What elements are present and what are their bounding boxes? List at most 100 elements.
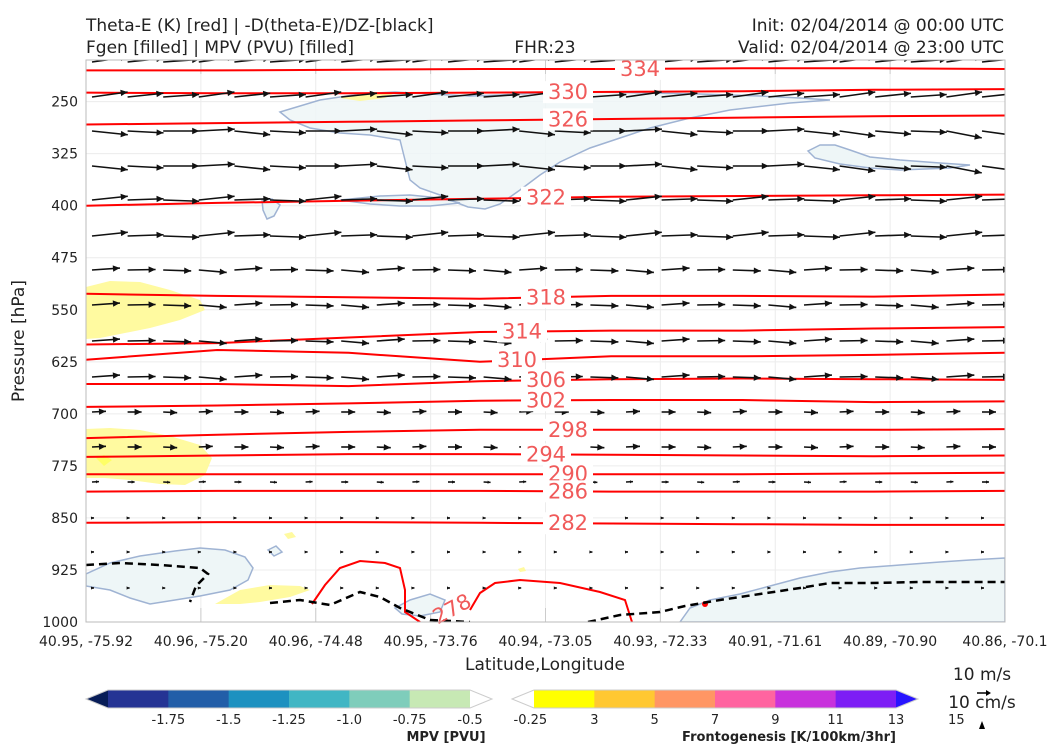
wind-vector-head [646, 268, 654, 276]
wind-vector-head [974, 168, 982, 175]
wind-vector-head [334, 127, 342, 135]
wind-vector-head [441, 129, 449, 136]
wind-vector-head [718, 337, 726, 344]
wind-vector-head [298, 197, 306, 205]
wind-vector-head [846, 408, 854, 415]
wind-vector-head [112, 336, 120, 343]
wind-vector-head [476, 60, 481, 63]
wind-vector-head [802, 516, 806, 520]
wind-vector-head [383, 444, 391, 451]
wind-vector-head [112, 265, 120, 272]
colorbar-tick-label: 15 [948, 713, 965, 728]
colorbar-swatch [168, 690, 230, 708]
contour-label-bg [492, 349, 542, 372]
wind-vector-head [255, 300, 263, 307]
wind-vector-head [953, 408, 961, 415]
colorbar-outline [84, 689, 494, 709]
wind-vector-head [989, 443, 996, 451]
wind-vector [981, 93, 1005, 98]
contour-label-322: 322 [526, 186, 566, 210]
wind-vector-head [348, 408, 356, 416]
wind-vector-head [120, 229, 128, 237]
wind-vector-head [660, 550, 664, 554]
wind-vector-head [440, 229, 449, 237]
wind-vector-head [654, 193, 662, 201]
wind-vector-head [843, 480, 847, 484]
colorbar-outline [510, 689, 920, 709]
wind-vector-head [433, 266, 441, 273]
wind-vector-head [156, 164, 164, 171]
wind-vector-head [824, 265, 832, 272]
wind-vector-head [477, 162, 484, 170]
wind-vector-head [304, 550, 308, 554]
wind-vector-head [156, 60, 161, 63]
wind-vector-head [411, 586, 415, 590]
wind-vector-head [411, 550, 415, 554]
wind-vector-head [553, 550, 557, 554]
wind-vector-head [789, 339, 797, 347]
wind-vector-head [832, 233, 840, 241]
wind-vector-head [731, 550, 735, 554]
wind-vector-head [753, 267, 761, 274]
wind-vector-head [654, 229, 662, 237]
wind-vector-head [334, 193, 342, 201]
wind-vector-head [512, 91, 520, 99]
wind-vector-head [90, 516, 94, 520]
wind-vector-head [348, 443, 356, 451]
mpv-colorbar: -1.75 -1.5 -1.25 -1.0 -0.75 -0.5 -0.25 [84, 689, 547, 728]
wind-vector [519, 60, 540, 63]
colorbar-extend-arrow [86, 690, 108, 708]
wind-vector-head [95, 480, 99, 484]
colorbar-tick-label: -1.0 [337, 713, 362, 728]
contour-label-bg [521, 186, 571, 209]
wind-vector-head [725, 164, 734, 171]
wind-vector-head [487, 480, 491, 484]
x-tick-labels: 40.95, -75.92 40.96, -75.20 40.96, -74.48 4… [39, 634, 1048, 650]
wind-vector-head [167, 480, 171, 484]
wind-vectors [90, 60, 1005, 590]
wind-vector-head [690, 130, 698, 138]
wind-vector-head [575, 266, 583, 273]
wind-vector-head [903, 165, 912, 172]
wind-vector-head [838, 586, 842, 590]
wind-vector-head [416, 480, 420, 484]
plot-area: 3343303263223183143103063022982942902862… [85, 57, 1006, 629]
wind-vector-head [112, 372, 120, 379]
wind-vector-head [333, 89, 342, 97]
wind-vector-head [1002, 301, 1005, 308]
wind-vector-head [903, 130, 912, 137]
wind-vector-head [241, 408, 249, 416]
wind-vector-head [967, 265, 975, 272]
wind-vector-head [90, 550, 94, 554]
contour-label-294: 294 [526, 442, 566, 466]
wind-vector-head [262, 130, 271, 138]
colorbar-tick-label: 13 [888, 713, 905, 728]
wind-vector-head [482, 550, 486, 554]
wind-vector-head [334, 162, 342, 170]
wind-vector-head [148, 301, 156, 308]
wind-vector-head [219, 339, 227, 347]
wind-vector-head [370, 195, 378, 203]
wind-vector [269, 60, 306, 63]
wind-vector-head [682, 300, 690, 307]
wind-vector-head [832, 60, 839, 64]
wind-vector-head [397, 372, 405, 379]
wind-vector-head [594, 480, 598, 484]
wind-vector-head [654, 161, 662, 168]
wind-vector-head [312, 408, 320, 415]
wind-vector-head [904, 231, 912, 239]
y-tick-label: 925 [51, 563, 78, 579]
wind-vector-head [162, 550, 166, 554]
wind-vector-head [455, 443, 462, 451]
wind-vector-head [701, 480, 705, 484]
wind-vector-head [290, 337, 298, 344]
wind-vector [198, 60, 219, 63]
wind-vector-head [868, 229, 876, 237]
wind-vector-head [334, 229, 342, 237]
colorbar-tick-label: -1.75 [152, 713, 186, 728]
wind-vector-head [90, 586, 94, 590]
wind-vector-head [974, 133, 982, 140]
wind-vector-head [468, 338, 476, 345]
wind-vector-head [504, 375, 512, 383]
wind-vector-head [340, 586, 344, 590]
